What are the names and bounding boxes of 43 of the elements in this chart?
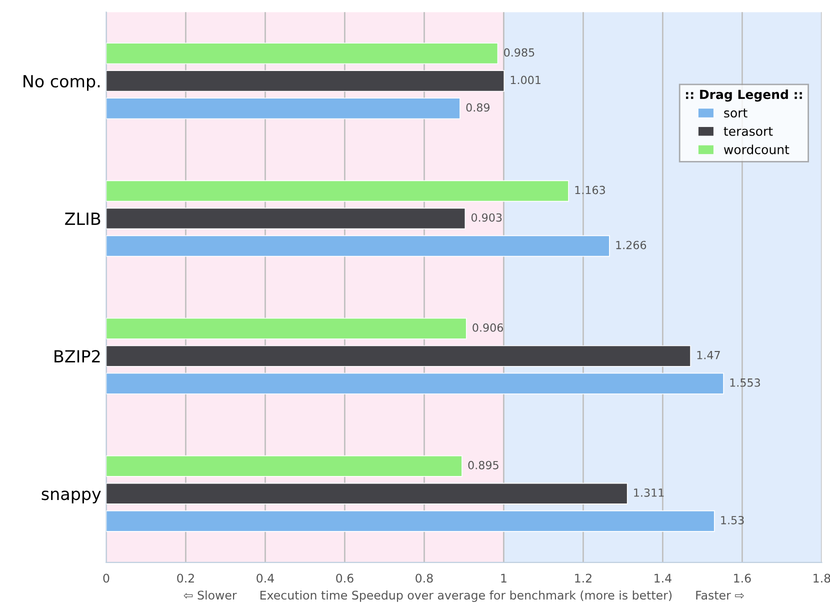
bar <box>106 372 724 394</box>
data-label: 1.553 <box>730 378 760 387</box>
x-tick-label: 1.8 <box>814 574 830 583</box>
x-tick-label: 0.4 <box>256 574 274 583</box>
data-label: 1.266 <box>616 240 646 250</box>
x-tick-label: 0 <box>103 574 110 583</box>
data-label: 1.47 <box>697 351 720 360</box>
x-tick-label: 0.8 <box>416 574 433 583</box>
x-tick-label: 1.4 <box>654 574 672 582</box>
y-tick-label: ZLIB <box>65 212 100 225</box>
y-tick-label: snappy <box>42 490 101 504</box>
data-label: 0.895 <box>468 460 498 470</box>
x-tick-label: 1.6 <box>734 574 751 583</box>
y-tick-label: BZIP2 <box>54 350 100 362</box>
data-label: 1.53 <box>721 516 744 524</box>
data-label: 0.903 <box>471 213 502 222</box>
data-label: 0.89 <box>466 103 490 112</box>
bar <box>106 482 628 504</box>
x-tick-label: 0.2 <box>177 574 194 583</box>
bar <box>106 235 610 257</box>
bar <box>106 180 569 202</box>
bar <box>106 98 460 120</box>
x-tick-label: 1 <box>501 574 506 582</box>
bar <box>106 345 691 367</box>
bar <box>106 208 466 230</box>
legend-title: :: Drag Legend :: <box>686 89 802 102</box>
x-tick-label: 1.2 <box>575 574 592 582</box>
data-label: 1.163 <box>575 186 605 194</box>
bar <box>106 318 467 340</box>
data-label: 0.906 <box>472 323 504 332</box>
data-label: 1.001 <box>510 76 540 84</box>
data-label: 1.311 <box>634 488 664 497</box>
legend-label: terasort <box>724 126 773 136</box>
bar <box>106 70 505 92</box>
bar <box>106 455 462 477</box>
legend-label: sort <box>724 108 748 118</box>
x-axis-title: ⇦ Slower Execution time Speedup over average for benchmark (more is better) Faster ⇨ <box>184 590 744 602</box>
legend-label: wordcount <box>724 144 790 154</box>
bar <box>106 510 715 532</box>
bar <box>106 42 498 64</box>
y-tick-label: No comp. <box>24 75 100 91</box>
x-tick-label: 0.6 <box>336 574 354 583</box>
data-label: 0.985 <box>504 48 534 57</box>
